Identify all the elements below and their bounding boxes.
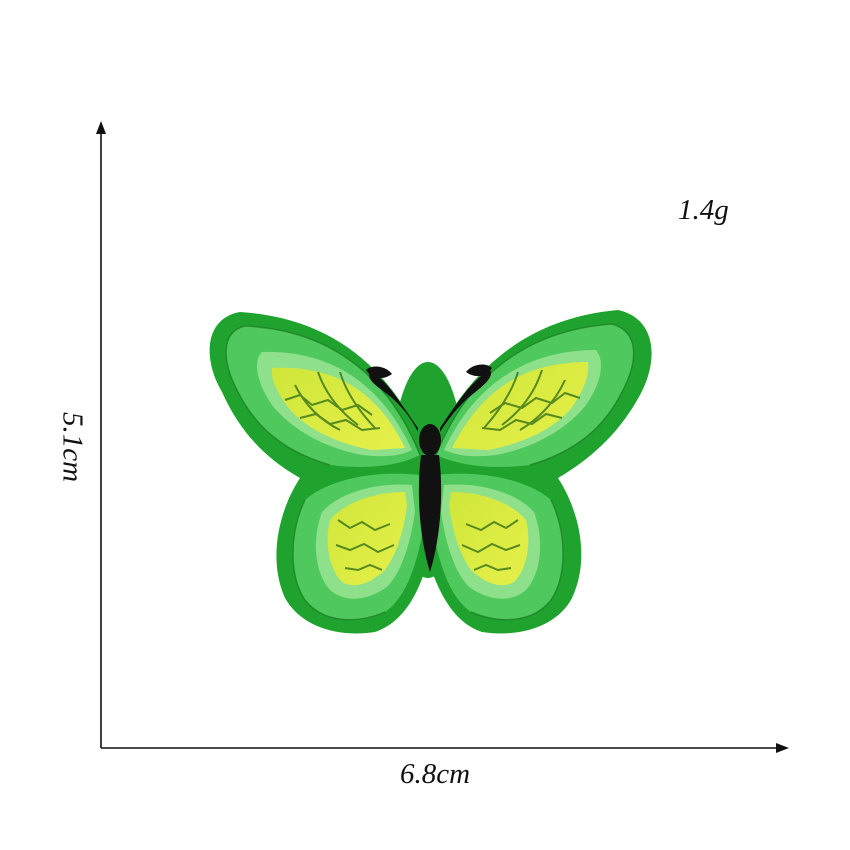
upper-right-wing xyxy=(436,324,634,467)
lower-left-wing xyxy=(292,473,425,620)
up-arrow-icon xyxy=(96,121,106,134)
butterfly-body xyxy=(366,364,492,572)
height-label: 5.1cm xyxy=(56,411,89,483)
lower-right-wing xyxy=(431,473,564,620)
vertical-axis xyxy=(96,121,106,748)
width-label: 6.8cm xyxy=(400,758,471,790)
weight-label: 1.4g xyxy=(678,194,729,226)
upper-left-wing xyxy=(226,326,420,467)
butterfly-patch xyxy=(209,310,652,634)
right-arrow-icon xyxy=(776,743,789,753)
horizontal-axis xyxy=(101,743,789,753)
